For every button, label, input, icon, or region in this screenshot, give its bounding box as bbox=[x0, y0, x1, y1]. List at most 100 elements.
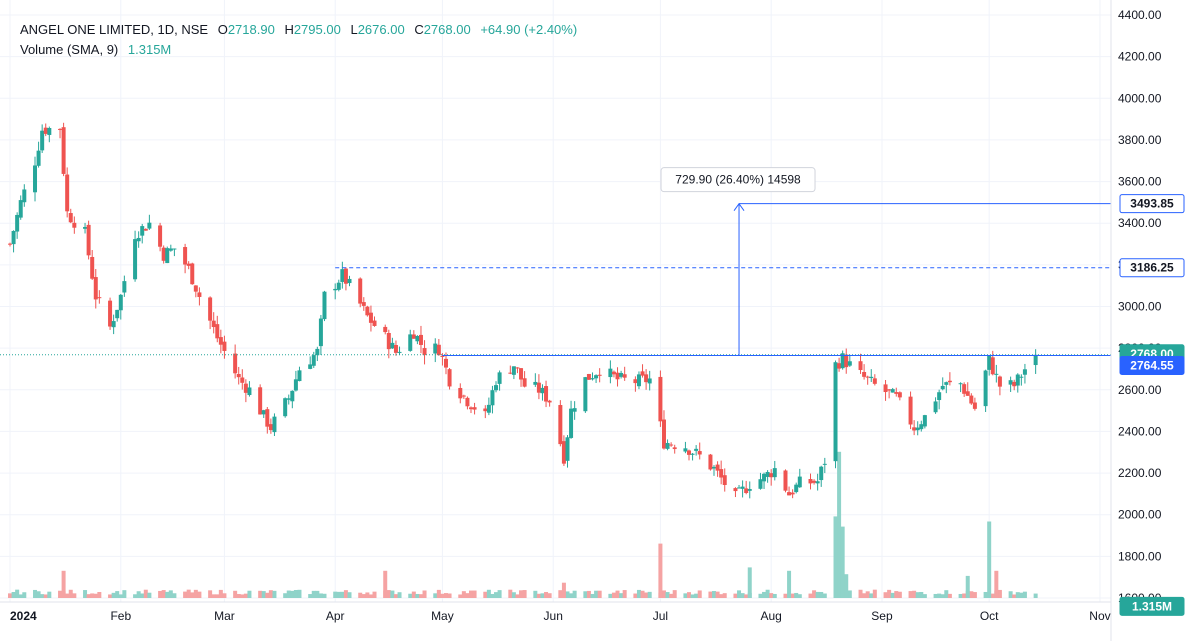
candle-body bbox=[147, 222, 152, 229]
candle-body bbox=[408, 334, 413, 351]
candle-body bbox=[672, 447, 677, 450]
candle-body bbox=[365, 306, 370, 316]
candle-body bbox=[358, 278, 363, 304]
candle-body bbox=[465, 397, 470, 407]
x-tick-label: 2024 bbox=[10, 609, 37, 623]
candle-body bbox=[837, 363, 842, 369]
volume-bar bbox=[847, 590, 852, 598]
volume-bar bbox=[686, 592, 691, 598]
candle-body bbox=[486, 404, 491, 413]
volume-bar bbox=[486, 589, 491, 598]
candle-body bbox=[133, 239, 138, 280]
open-value: 2718.90 bbox=[227, 22, 275, 37]
volume-bar bbox=[422, 590, 427, 598]
candle-body bbox=[812, 480, 817, 483]
volume-bar bbox=[515, 594, 520, 598]
drawings[interactable]: 729.90 (26.40%) 14598 bbox=[0, 167, 1111, 357]
candle-body bbox=[969, 395, 974, 404]
time-axis[interactable]: 2024 Feb Mar Apr May Jun Jul Aug Sep Oct Nov bbox=[0, 601, 1111, 623]
candle-body bbox=[915, 427, 920, 431]
volume-spike bbox=[561, 582, 566, 598]
volume-bar bbox=[343, 590, 348, 598]
volume-bar bbox=[583, 591, 588, 598]
candle-body bbox=[937, 392, 942, 401]
volume-label[interactable]: Volume (SMA, 9) bbox=[20, 42, 119, 57]
candle-body bbox=[511, 366, 516, 375]
volume-bar bbox=[922, 594, 927, 598]
candle-body bbox=[8, 243, 12, 245]
candle-body bbox=[686, 450, 691, 455]
candle-body bbox=[890, 389, 895, 393]
candle-body bbox=[186, 263, 191, 266]
candle-body bbox=[286, 398, 291, 400]
candle-body bbox=[183, 247, 188, 265]
candle-body bbox=[283, 398, 288, 417]
price-axis[interactable]: 4400.00 4200.00 4000.00 3800.00 3600.00 3400.… bbox=[1110, 0, 1162, 641]
volume-bar bbox=[1012, 594, 1017, 598]
candle-body bbox=[644, 374, 649, 383]
volume-bar bbox=[819, 591, 824, 598]
volume-bar bbox=[118, 594, 123, 598]
candle-body bbox=[983, 370, 988, 407]
volume-bar bbox=[569, 593, 574, 598]
volume-bar bbox=[197, 591, 202, 598]
candle-body bbox=[11, 230, 16, 245]
candle-body bbox=[193, 285, 198, 292]
symbol-title[interactable]: ANGEL ONE LIMITED, 1D, NSE bbox=[20, 22, 209, 37]
volume-bar bbox=[547, 593, 552, 598]
candle-body bbox=[322, 291, 327, 320]
x-tick-label: Feb bbox=[110, 609, 131, 623]
candlesticks bbox=[8, 122, 1038, 499]
candle-body bbox=[583, 377, 588, 412]
volume-bar bbox=[461, 591, 466, 598]
volume-bar bbox=[272, 590, 277, 598]
x-tick-label: Jun bbox=[544, 609, 563, 623]
volume-bar bbox=[183, 591, 188, 598]
candle-body bbox=[165, 248, 170, 264]
candle-body bbox=[869, 376, 874, 379]
volume-bar bbox=[794, 592, 799, 598]
volume-bar bbox=[1033, 593, 1038, 598]
candle-body bbox=[236, 373, 241, 378]
volume-bar bbox=[415, 593, 420, 598]
y-tick-label: 2000.00 bbox=[1118, 508, 1162, 522]
volume-bar bbox=[812, 590, 817, 598]
measure-label: 729.90 (26.40%) 14598 bbox=[675, 173, 801, 187]
candle-body bbox=[422, 348, 427, 356]
candle-body bbox=[211, 320, 216, 328]
candle-body bbox=[572, 408, 577, 412]
y-tick-label: 2600.00 bbox=[1118, 383, 1162, 397]
candle-body bbox=[790, 492, 795, 495]
volume-bar bbox=[815, 591, 820, 598]
volume-bar bbox=[436, 589, 441, 598]
volume-bar bbox=[418, 594, 423, 598]
candle-body bbox=[669, 444, 674, 446]
volume-bar bbox=[990, 593, 995, 598]
volume-bar bbox=[661, 590, 666, 598]
candle-body bbox=[694, 448, 699, 451]
volume-bar bbox=[940, 594, 945, 598]
volume-bar bbox=[672, 590, 677, 598]
candle-body bbox=[447, 369, 452, 387]
price-tag-label: 3186.25 bbox=[1130, 261, 1174, 275]
volume-bar bbox=[883, 592, 888, 598]
candle-body bbox=[440, 355, 445, 357]
volume-bar bbox=[8, 593, 12, 598]
candle-body bbox=[333, 288, 338, 291]
volume-bar bbox=[65, 593, 70, 598]
candle-body bbox=[558, 405, 563, 445]
candle-body bbox=[268, 424, 273, 431]
volume-bar bbox=[243, 593, 248, 598]
candle-body bbox=[33, 165, 38, 193]
candle-body bbox=[490, 390, 495, 406]
candle-body bbox=[737, 487, 742, 489]
candle-body bbox=[615, 372, 620, 380]
candle-body bbox=[1015, 374, 1020, 386]
volume-bar bbox=[111, 592, 116, 598]
candle-body bbox=[847, 361, 852, 366]
candle-body bbox=[411, 334, 416, 339]
close-label: C bbox=[414, 22, 424, 37]
x-tick-label: Apr bbox=[326, 609, 345, 623]
volume-bar bbox=[293, 589, 298, 598]
